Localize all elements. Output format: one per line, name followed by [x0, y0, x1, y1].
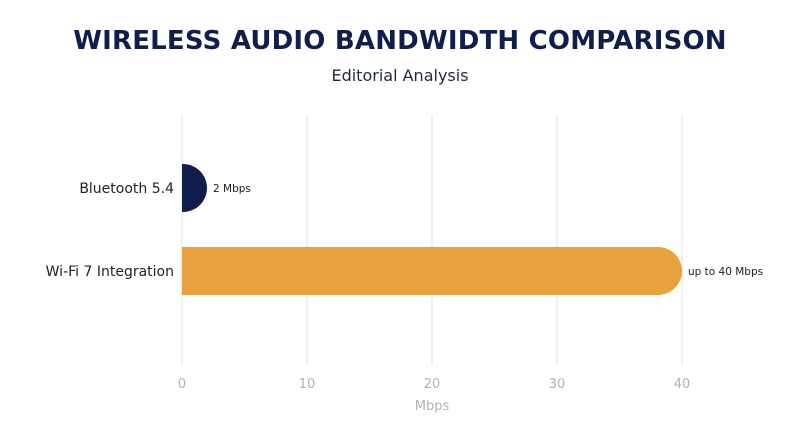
x-tick-label-1: 10	[299, 377, 316, 392]
data-labels: 2 Mbps up to 40 Mbps	[213, 183, 763, 278]
category-label-1: Wi-Fi 7 Integration	[46, 264, 174, 280]
x-tick-label-4: 40	[674, 377, 691, 392]
gridlines	[181, 115, 683, 365]
bar-1	[182, 247, 682, 295]
x-axis-ticks: 0 10 20 30 40	[178, 377, 690, 392]
bar-0	[182, 164, 207, 212]
chart-title: WIRELESS AUDIO BANDWIDTH COMPARISON	[73, 26, 727, 56]
data-label-0: 2 Mbps	[213, 183, 251, 195]
x-axis-label: Mbps	[415, 399, 450, 414]
data-label-1: up to 40 Mbps	[688, 266, 763, 278]
category-labels: Bluetooth 5.4 Wi-Fi 7 Integration	[46, 181, 174, 280]
x-tick-label-3: 30	[549, 377, 566, 392]
x-tick-label-0: 0	[178, 377, 186, 392]
category-label-0: Bluetooth 5.4	[79, 181, 174, 197]
x-tick-label-2: 20	[424, 377, 441, 392]
bars	[182, 164, 682, 295]
chart-subtitle: Editorial Analysis	[331, 66, 469, 85]
